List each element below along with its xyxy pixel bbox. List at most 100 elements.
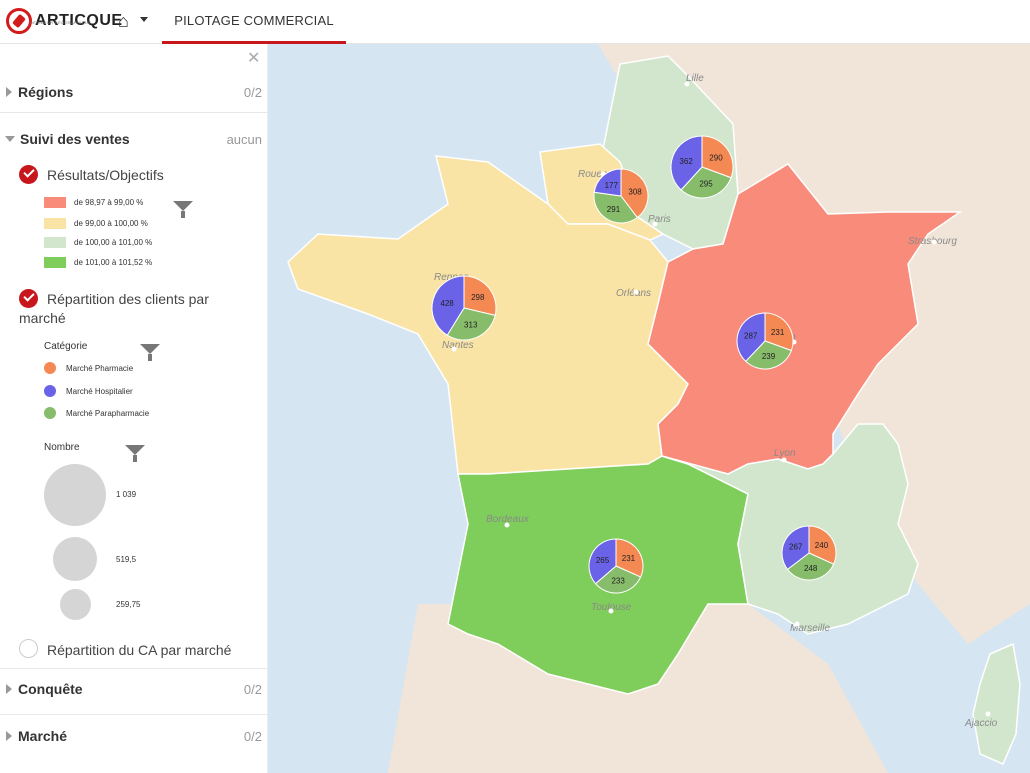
pie-slice[interactable] [808,525,837,565]
pie-slice[interactable] [745,340,792,370]
legend-class-1: de 98,97 à 99,00 % [44,197,143,208]
legend-swatch [44,197,66,208]
pie-slice[interactable] [736,312,766,363]
filter-icon[interactable] [173,201,193,218]
pie-value-label: 295 [699,180,713,189]
close-icon[interactable]: ✕ [247,50,261,67]
pie-slice[interactable] [593,168,622,197]
pie-slice[interactable] [764,312,794,352]
pie-slice[interactable] [701,135,734,179]
city-marker [504,522,510,528]
pie-slice[interactable] [620,168,649,219]
region-east[interactable] [647,163,963,475]
pie-value-label: 231 [622,554,636,563]
category-hospitalier: Marché Hospitalier [44,385,133,397]
section-count: 0/2 [243,681,262,697]
caret-right-icon [6,731,12,741]
logo-subtitle: DÉCIDEUR GÉOGRAPHIQUE [30,20,92,25]
city-label: Nantes [442,340,474,351]
size-value-large: 1 039 [116,490,137,499]
divider [0,668,268,669]
pie-value-label: 177 [605,181,619,190]
section-marche[interactable]: Marché 0/2 [0,725,268,747]
map-view[interactable]: Lille Rouen Paris Strasbourg Rennes Orlé… [268,44,1030,773]
compass-logo-icon [6,8,32,34]
city-label: Marseille [790,623,830,634]
layer-label-clients-line2: marché [19,310,66,326]
pie-slice[interactable] [680,166,732,199]
pie-value-label: 308 [628,187,642,196]
filter-icon[interactable] [140,344,160,361]
filter-icon[interactable] [125,445,145,462]
region-corsica[interactable] [972,642,1021,765]
pie-value-label: 313 [464,320,478,329]
pie-value-label: 233 [611,577,625,586]
size-title: Nombre [44,442,80,453]
pie-slice[interactable] [615,538,644,578]
caret-down-icon [5,136,15,142]
layer-checkbox-ca[interactable] [19,639,38,658]
section-conquete[interactable]: Conquête 0/2 [0,678,268,700]
pie-slice[interactable] [588,538,617,585]
layers-sidebar: ✕ Régions 0/2 Suivi des ventes aucun Rés… [0,44,268,773]
city-marker [684,81,690,87]
legend-dot [44,407,56,419]
pie-slice[interactable] [594,565,642,594]
legend-swatch [44,257,66,268]
pie-charts: 308 291 177 290 295 362 298 313 428 231 239 287 231 2… [431,135,837,594]
legend-label: Marché Pharmacie [66,363,134,373]
pie-slice[interactable] [786,552,835,581]
city-marker [451,346,457,352]
city-label: Rennes [434,272,468,283]
legend-label: de 101,00 à 101,52 % [74,258,153,267]
tab-pilotage-commercial[interactable]: PILOTAGE COMMERCIAL [162,0,346,44]
pie-value-label: 362 [679,157,693,166]
section-suivi-des-ventes[interactable]: Suivi des ventes aucun [0,128,268,150]
section-title: Suivi des ventes [20,131,130,147]
city-marker [652,221,658,227]
region-southeast[interactable] [661,423,919,635]
category-parapharmacie: Marché Parapharmacie [44,407,149,419]
pie-slice[interactable] [463,275,497,316]
layer-checkbox-results[interactable] [19,165,38,184]
layer-checkbox-clients[interactable] [19,289,38,308]
pie-slice[interactable] [431,275,465,336]
section-title: Régions [18,84,74,100]
pie-slice[interactable] [593,191,638,224]
layer-label-results: Résultats/Objectifs [47,167,164,183]
pie-value-label: 287 [744,331,758,340]
home-icon[interactable]: ⌂ [118,11,129,31]
pie-value-label: 239 [762,352,776,361]
size-value-small: 259,75 [116,600,141,609]
pie-value-label: 291 [607,205,621,214]
layer-label-clients: Répartition des clients par [47,291,209,307]
city-label: Ajaccio [964,718,998,729]
legend-label: Marché Hospitalier [66,386,133,396]
pie-value-label: 265 [596,556,610,565]
city-label: Bordeaux [486,514,530,525]
category-pharmacie: Marché Pharmacie [44,362,133,374]
caret-right-icon [6,87,12,97]
pie-slice[interactable] [670,135,703,191]
pie-slice[interactable] [781,525,810,571]
size-value-medium: 519,5 [116,555,137,564]
legend-label: Marché Parapharmacie [66,408,150,418]
pie-value-label: 248 [804,564,818,573]
city-label: Orléans [616,288,651,299]
legend-label: de 98,97 à 99,00 % [74,198,144,207]
city-label: Rouen [578,169,608,180]
chevron-down-icon[interactable] [140,17,148,22]
pie-value-label: 267 [789,542,803,551]
articque-logo[interactable]: ARTICQUE [6,8,123,34]
france-map[interactable]: Lille Rouen Paris Strasbourg Rennes Orlé… [268,44,1030,773]
size-circle-large [44,464,106,526]
layer-label-ca: Répartition du CA par marché [47,642,232,658]
city-label: Toulouse [591,602,632,613]
pie-value-label: 290 [709,153,723,162]
section-regions[interactable]: Régions 0/2 [0,81,268,103]
city-label: Lyon [774,448,796,459]
section-title: Conquête [18,681,83,697]
legend-label: de 99,00 à 100,00 % [74,219,148,228]
category-title: Catégorie [44,341,88,352]
city-marker [608,608,614,614]
